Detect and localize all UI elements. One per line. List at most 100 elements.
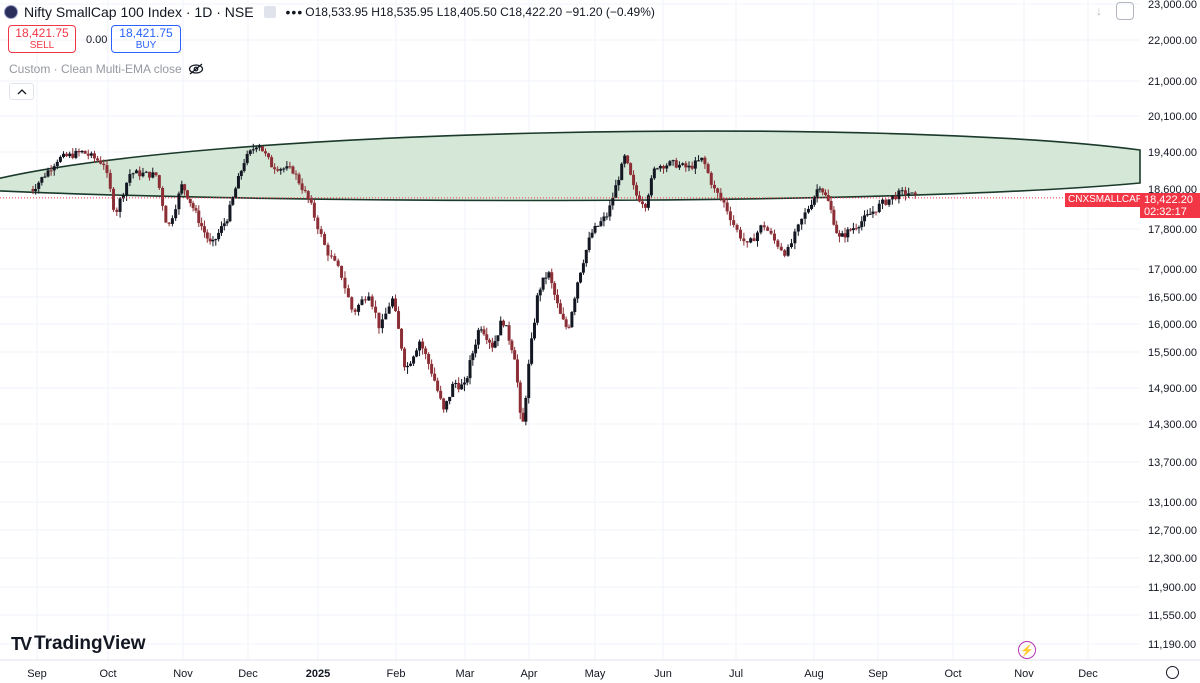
candle-body (620, 163, 624, 181)
candle-body (871, 211, 875, 214)
candle-body (538, 289, 542, 296)
candle-body (652, 168, 656, 179)
candle-body (602, 216, 606, 222)
candle-body (749, 238, 753, 243)
tradingview-logo-icon: TV (11, 633, 32, 654)
time-axis[interactable]: Sep Oct Nov Dec 2025 Feb Mar Apr May Jun Jul Aug Sep… (0, 659, 1200, 680)
candle-body (167, 222, 171, 224)
candle-body (92, 153, 96, 159)
candle-body (291, 166, 295, 174)
ellipse-shape[interactable] (0, 130, 1141, 202)
candle-body (605, 216, 609, 218)
candle-body (532, 322, 536, 339)
candle-body (52, 166, 56, 171)
candle-body (513, 350, 517, 360)
price-tick-label: 11,900.00 (1148, 582, 1196, 594)
buy-button[interactable]: 18,421.75 BUY (111, 25, 181, 53)
time-tick-label: Mar (456, 668, 475, 680)
candle-body (151, 172, 155, 178)
candle-body (658, 165, 662, 169)
candle-body (910, 192, 914, 194)
candle-body (668, 161, 672, 166)
download-icon[interactable]: ↓ (1096, 4, 1102, 18)
candle-body (445, 401, 449, 410)
price-tick-label: 16,000.00 (1148, 319, 1197, 331)
candle-body (471, 353, 475, 361)
sell-button[interactable]: 18,421.75 SELL (8, 25, 76, 53)
candle-body (436, 380, 440, 391)
candle-body (849, 229, 853, 231)
buy-price: 18,421.75 (119, 26, 173, 40)
candle-body (312, 202, 316, 218)
collapse-legend-button[interactable] (9, 83, 34, 100)
candle-body (188, 198, 192, 204)
candle-body (242, 163, 246, 171)
candle-body (728, 211, 732, 221)
time-tick-label: Dec (238, 668, 258, 680)
candle-body (521, 412, 525, 422)
candle-body (211, 239, 215, 242)
candle-body (530, 338, 534, 364)
ellipse-annotation[interactable] (0, 130, 1141, 202)
candle-body (638, 195, 642, 202)
more-dots-icon[interactable]: ••• (285, 4, 304, 20)
candle-body (881, 199, 885, 204)
lightning-icon[interactable]: ⚡ (1018, 641, 1036, 659)
eye-off-icon[interactable] (188, 63, 204, 75)
candle-body (535, 295, 539, 323)
candle-body (180, 184, 184, 194)
candle-body (333, 256, 337, 261)
candle-body (806, 208, 810, 213)
symbol-price-tag: CNXSMALLCAP (1065, 193, 1146, 207)
candle-body (185, 190, 189, 199)
candle-body (205, 232, 209, 239)
candle-body (406, 365, 410, 368)
candle-body (46, 170, 50, 177)
candle-body (148, 171, 152, 178)
fullscreen-icon[interactable] (1116, 2, 1134, 20)
candle-body (629, 163, 633, 175)
indicator-legend[interactable]: Custom · Clean Multi-EMA close (9, 62, 204, 76)
candle-body (415, 350, 419, 357)
candle-body (674, 160, 678, 168)
time-tick-label: Sep (27, 668, 47, 680)
candle-body (766, 227, 770, 231)
gear-icon[interactable] (1166, 666, 1179, 679)
candle-body (121, 195, 125, 199)
candle-body (690, 165, 694, 169)
candle-body (37, 182, 41, 189)
candle-body (719, 192, 723, 199)
candle-body (427, 354, 431, 364)
price-tick-label: 13,700.00 (1148, 457, 1197, 469)
candle-body (474, 344, 478, 354)
candle-body (329, 255, 333, 257)
candle-body (821, 188, 825, 193)
candle-body (584, 249, 588, 264)
tradingview-logo[interactable]: TV TradingView (11, 633, 146, 655)
candle-body (191, 203, 195, 209)
candle-body (397, 311, 401, 329)
candle-body (77, 150, 81, 153)
candle-body (800, 218, 804, 225)
candle-body (544, 277, 548, 279)
candle-body (391, 298, 395, 307)
candle-body (40, 177, 44, 183)
symbol-title[interactable]: Nifty SmallCap 100 Index · 1D · NSE (24, 4, 254, 20)
candle-body (68, 153, 72, 157)
candle-body (593, 225, 597, 233)
candle-body (465, 378, 469, 383)
symbol-header[interactable]: Nifty SmallCap 100 Index · 1D · NSE ••• … (4, 2, 655, 22)
candle-body (894, 195, 898, 200)
price-tick-label: 23,000.00 (1148, 0, 1197, 11)
candle-body (112, 188, 116, 210)
price-axis[interactable]: 23,000.00 22,000.00 21,000.00 20,100.00 19,4… (1148, 0, 1197, 651)
time-tick-label: Oct (944, 668, 961, 680)
candle-body (735, 224, 739, 230)
logo-text: TradingView (34, 633, 146, 654)
candle-body (590, 232, 594, 238)
candle-body (319, 229, 323, 234)
candle-body (510, 340, 514, 351)
hide-symbol-icon[interactable] (263, 6, 276, 18)
candle-body (846, 229, 850, 238)
